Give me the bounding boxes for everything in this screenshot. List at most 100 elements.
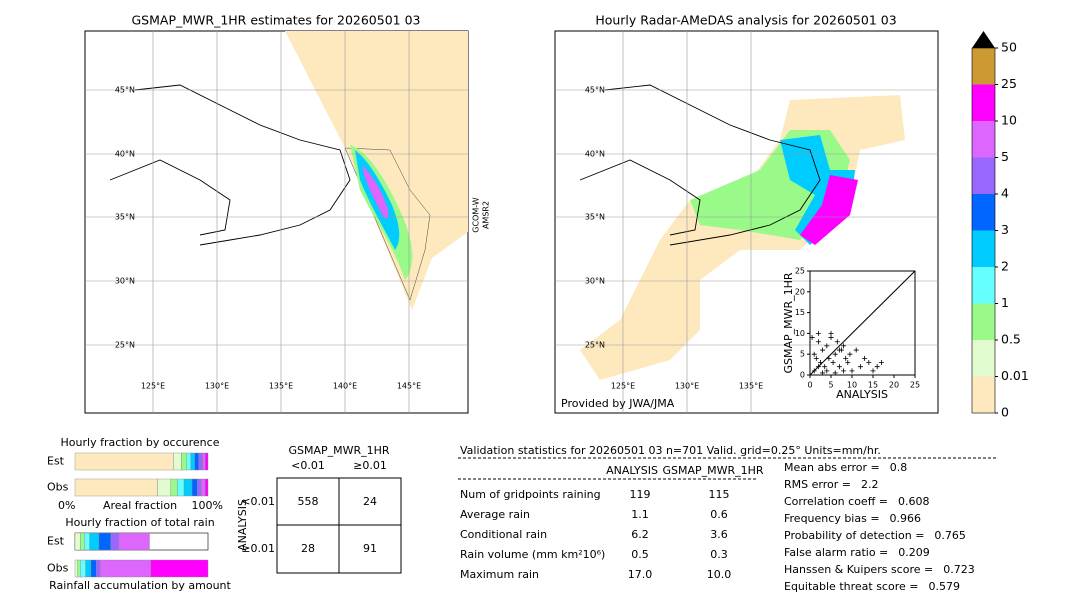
map-title: Hourly Radar-AMeDAS analysis for 2026050…: [595, 13, 896, 28]
lon-label: 135°E: [269, 382, 293, 391]
lat-label: 40°N: [585, 150, 605, 159]
row-label: Obs: [47, 481, 69, 494]
y-tick-label: 5: [800, 350, 805, 359]
fraction-segment: [190, 452, 195, 471]
scatter-point: [843, 355, 849, 361]
fraction-segment: [157, 478, 171, 497]
right-map: [554, 30, 939, 414]
inset-background: [780, 262, 920, 392]
scatter-point: [836, 364, 842, 370]
colorbar-label: 0.5: [1001, 332, 1021, 347]
y-tick-label: 15: [795, 308, 805, 317]
score-value: 0.209: [898, 546, 930, 559]
fraction-segment: [77, 559, 81, 578]
cell: 91: [363, 542, 377, 555]
lon-label: 135°E: [739, 382, 763, 391]
lat-label: 25°N: [585, 341, 605, 350]
scatter-point: [809, 335, 815, 341]
colorbar-label: 5: [1001, 149, 1009, 164]
fraction-segment: [177, 478, 185, 497]
scatter-point: [824, 368, 830, 374]
lon-label: 140°E: [333, 382, 357, 391]
row-label: Est: [47, 535, 65, 548]
lon-label: 145°E: [397, 382, 421, 391]
axis-end: 0%: [58, 499, 75, 512]
diagonal: [809, 270, 916, 376]
x-tick-label: 25: [910, 381, 920, 390]
colorbar-segment: [972, 267, 995, 304]
row-label: ≥0.01: [241, 542, 275, 555]
scatter-point: [862, 355, 868, 361]
column-label: GSMAP_MWR_1HR: [662, 464, 763, 477]
score-value: 0.579: [928, 580, 960, 593]
scatter-point: [845, 360, 851, 366]
scatter-point: [811, 351, 817, 357]
scatter-point: [824, 343, 830, 349]
stat-value: 17.0: [628, 568, 653, 581]
scatter-point: [818, 360, 823, 366]
left-map: [84, 30, 469, 414]
colorbar-segment: [972, 84, 995, 121]
colorbar-label: 3: [1001, 222, 1009, 237]
cell: 558: [298, 495, 319, 508]
fraction-segment: [74, 532, 81, 551]
scatter-point: [813, 355, 819, 361]
colorbar-label: 0.01: [1001, 368, 1029, 383]
score-label: Mean abs error =: [784, 461, 880, 474]
scatter-point: [820, 370, 826, 376]
fraction-segment: [201, 478, 206, 497]
fraction-segment: [74, 559, 78, 578]
score-label: Hanssen & Kuipers score =: [784, 563, 933, 576]
lat-label: 30°N: [585, 277, 605, 286]
colorbar-label: 10: [1001, 113, 1017, 128]
score-label: Frequency bias =: [784, 512, 880, 525]
colorbar-segment: [972, 340, 995, 377]
rain-area: [800, 175, 858, 245]
score-label: False alarm ratio =: [784, 546, 888, 559]
colorbar-label: 1: [1001, 295, 1009, 310]
stat-label: Rain volume (mm km²10⁶): [460, 548, 605, 561]
scatter-point: [815, 330, 821, 336]
lat-label: 45°N: [115, 86, 135, 95]
scatter-point: [815, 364, 821, 370]
column-label: ANALYSIS: [606, 464, 658, 477]
scatter-point: [874, 364, 880, 370]
colorbar-segment: [972, 121, 995, 158]
fraction-segment: [183, 478, 193, 497]
scatter-point: [830, 360, 836, 366]
fraction-segment: [89, 532, 100, 551]
axis-label: Areal fraction: [103, 499, 177, 512]
fraction-segment: [74, 478, 158, 497]
scatter-point: [811, 368, 817, 374]
axis-label: Rainfall accumulation by amount: [49, 579, 231, 592]
scatter-point: [832, 370, 838, 376]
panel-title: Hourly fraction of total rain: [65, 516, 214, 529]
colorbar-label: 50: [1001, 40, 1017, 55]
scatter-point: [822, 364, 828, 370]
x-tick-label: 0: [807, 381, 812, 390]
scatter-point: [878, 360, 884, 366]
scatter-point: [836, 347, 842, 353]
score-value: 0.765: [934, 529, 966, 542]
lon-label: 125°E: [611, 382, 635, 391]
fraction-segment: [173, 452, 182, 471]
row-label: Obs: [47, 562, 69, 575]
stat-label: Average rain: [460, 508, 530, 521]
stat-label: Maximum rain: [460, 568, 539, 581]
fraction-segment: [80, 559, 86, 578]
scatter-point: [857, 364, 863, 370]
credit: Provided by JWA/JMA: [561, 397, 675, 410]
lat-label: 35°N: [115, 213, 135, 222]
scatter-point: [866, 360, 872, 366]
stat-value: 0.3: [710, 548, 728, 561]
axis-label: ANALYSIS: [236, 499, 249, 551]
scatter-point: [870, 368, 876, 374]
stat-value: 115: [709, 488, 730, 501]
colorbar-label: 0: [1001, 405, 1009, 420]
fraction-segment: [186, 452, 191, 471]
colorbar-segment: [972, 376, 995, 413]
stat-label: Conditional rain: [460, 528, 547, 541]
lat-label: 30°N: [115, 277, 135, 286]
scatter-point: [849, 368, 855, 374]
